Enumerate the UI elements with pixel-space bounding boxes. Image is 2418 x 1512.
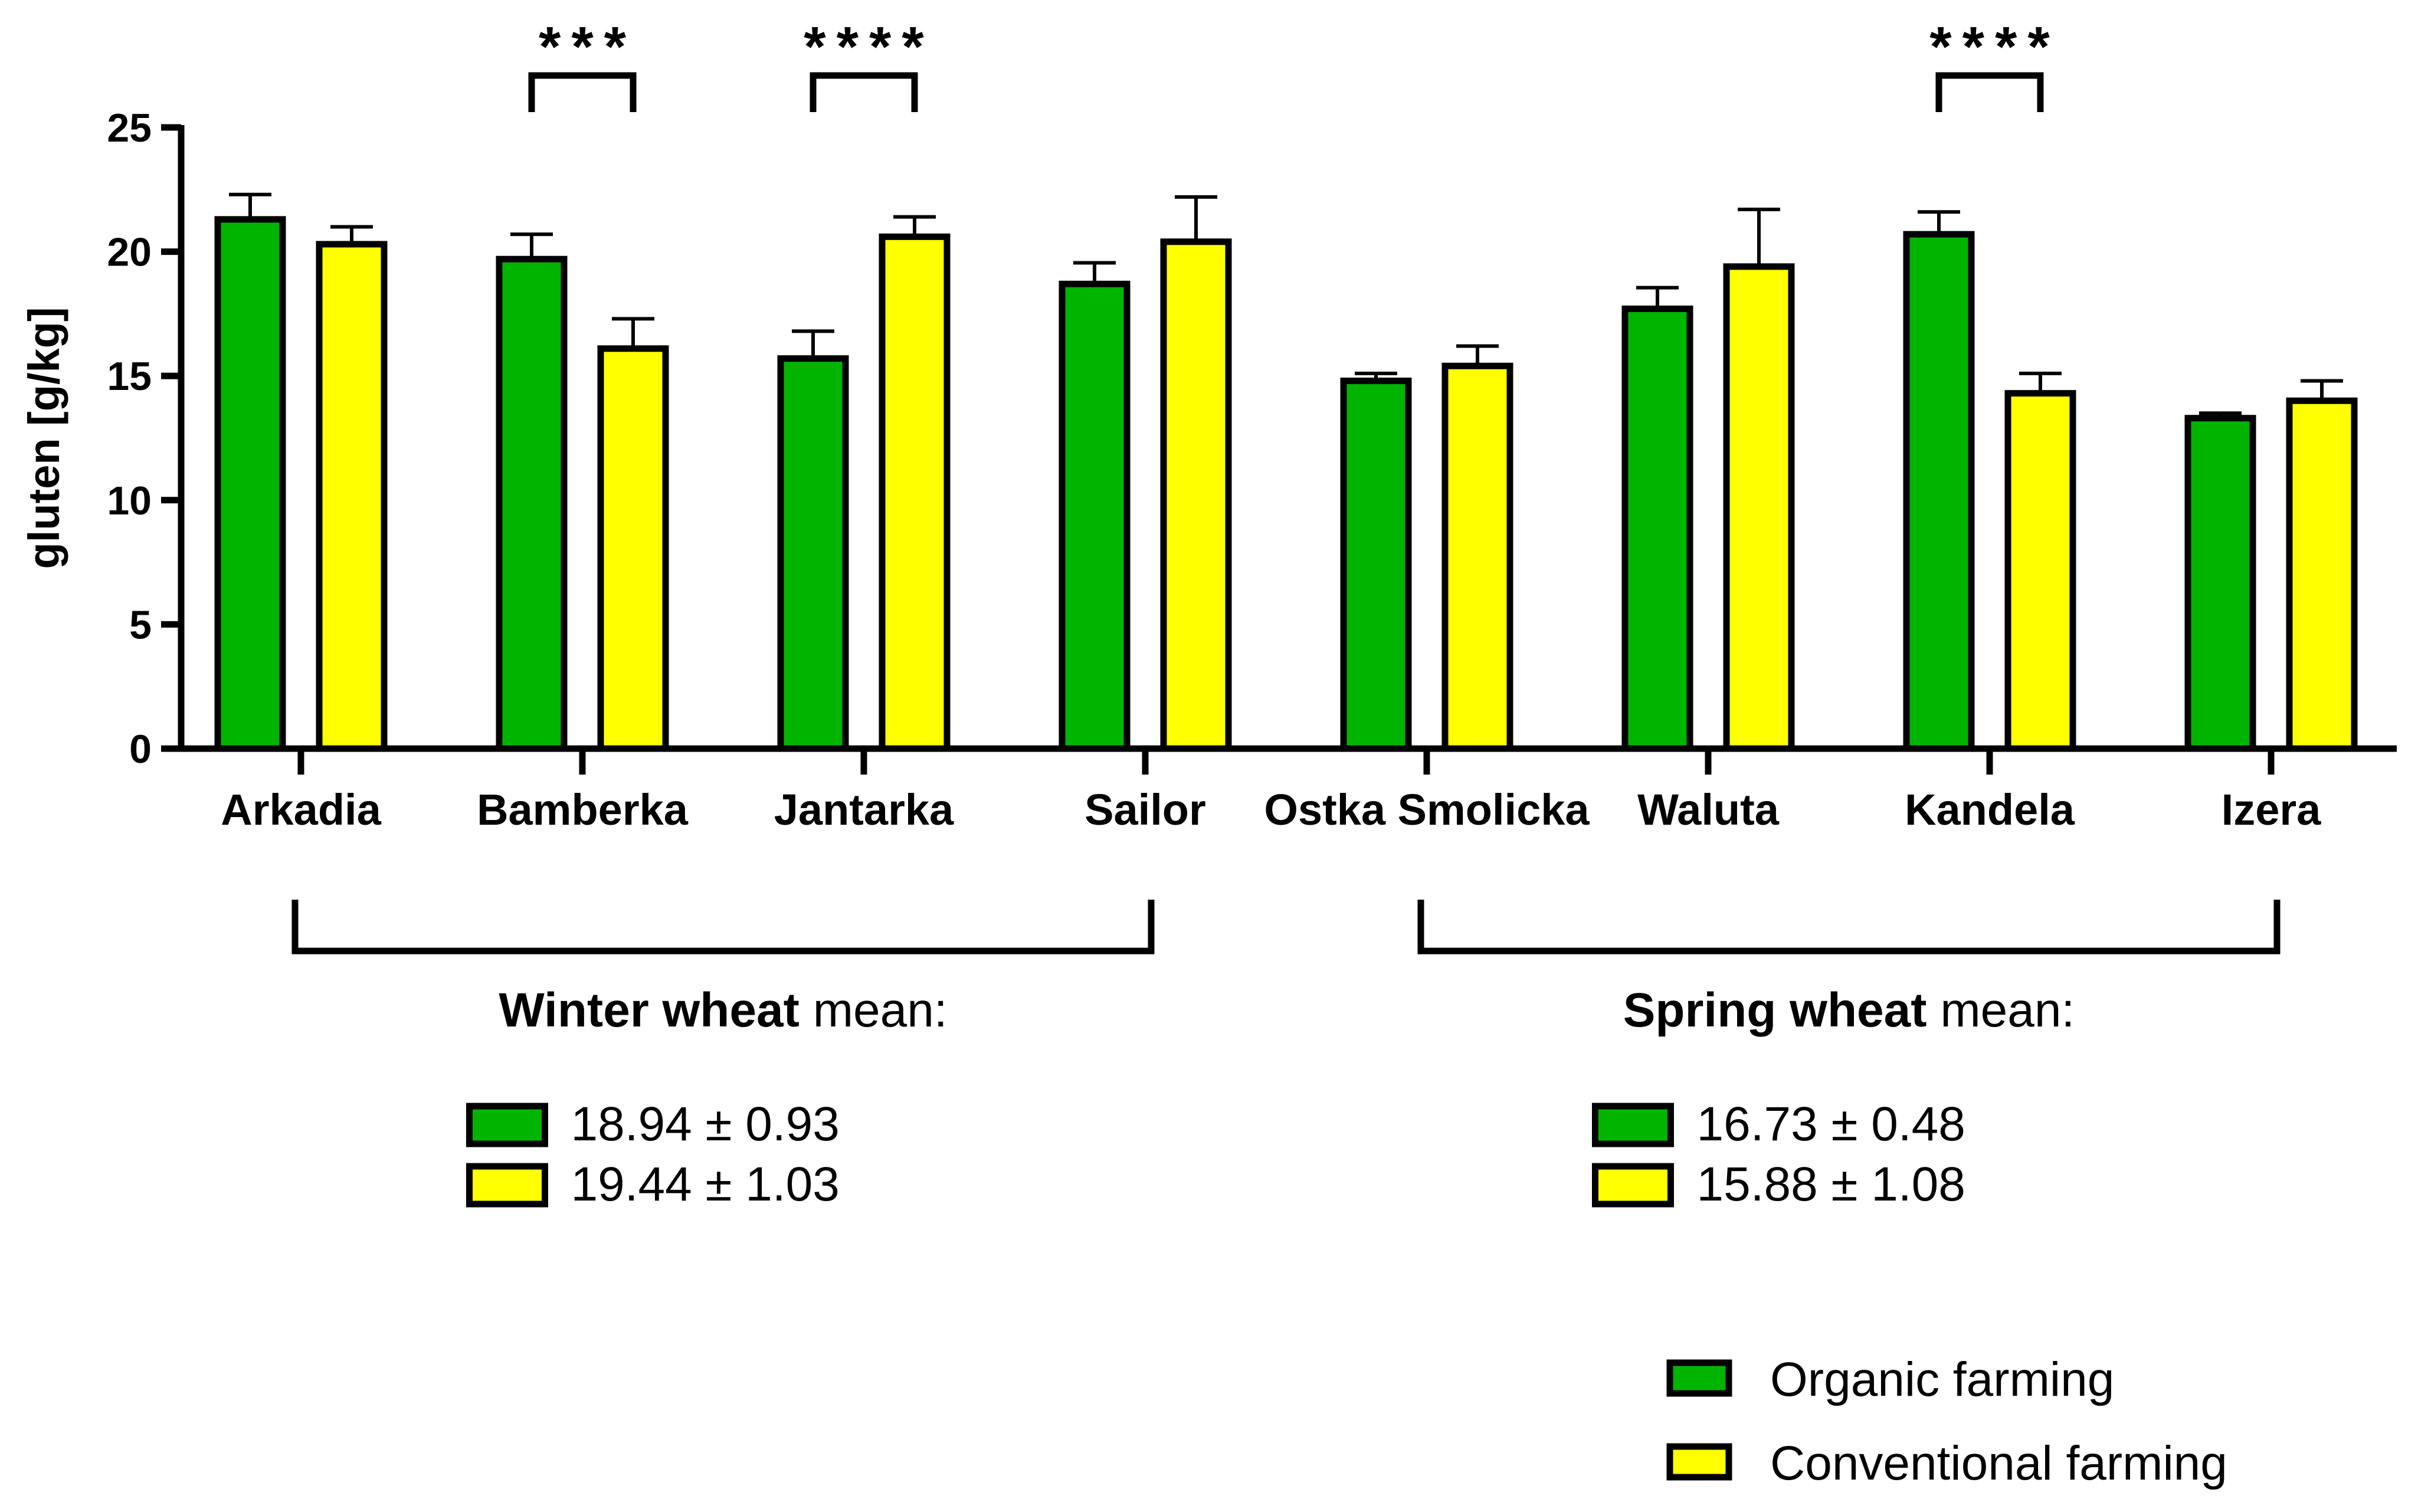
bar xyxy=(1441,362,1513,752)
x-tick-label: Bamberka xyxy=(477,785,689,834)
x-tick-label: Ostka Smolicka xyxy=(1264,785,1590,834)
mean-swatch xyxy=(466,1103,548,1147)
x-tick-label: Arkadia xyxy=(221,785,381,834)
significance-label: **** xyxy=(1929,15,2060,78)
legend-swatch xyxy=(1666,1443,1732,1481)
bar xyxy=(1059,280,1131,752)
y-tick-label: 0 xyxy=(129,727,152,772)
x-tick-label: Sailor xyxy=(1085,785,1206,834)
bar xyxy=(2004,390,2076,752)
significance-label: *** xyxy=(539,15,637,78)
mean-swatch xyxy=(1592,1163,1674,1208)
group-name: Winter wheat xyxy=(499,983,800,1037)
group-title-suffix: mean: xyxy=(1927,983,2075,1037)
significance-bracket xyxy=(810,72,918,112)
legend: Organic farming Conventional farming xyxy=(1666,1353,2227,1490)
bar xyxy=(214,216,286,752)
group-mean-value: 19.44 ± 1.03 xyxy=(571,1157,840,1211)
significance-bracket xyxy=(528,72,637,112)
mean-swatch xyxy=(1592,1103,1674,1147)
group-brackets: Winter wheat mean: 18.94 ± 0.93 19.44 ± 1.… xyxy=(291,900,2281,1211)
group-mean-value: 16.73 ± 0.48 xyxy=(1697,1097,1965,1151)
x-tick-label: Izera xyxy=(2222,785,2322,834)
legend-swatch xyxy=(1666,1359,1732,1397)
significance-label: **** xyxy=(804,15,934,78)
significance-markers: *** **** **** xyxy=(528,15,2060,112)
y-tick-label: 25 xyxy=(107,106,152,150)
bar xyxy=(597,345,669,752)
bar xyxy=(1340,378,1412,752)
group-title: Spring wheat mean: xyxy=(1623,983,2075,1037)
group-mean-value: 18.94 ± 0.93 xyxy=(571,1097,840,1151)
y-tick-label: 5 xyxy=(129,602,152,647)
bar xyxy=(2184,415,2256,752)
x-tick-label: Kandela xyxy=(1905,785,2075,834)
group-bracket xyxy=(1417,900,2281,955)
significance-bracket xyxy=(1935,72,2044,112)
bar xyxy=(1723,263,1795,752)
y-axis-title: gluten [g/kg] xyxy=(19,307,68,569)
group-mean-value: 15.88 ± 1.08 xyxy=(1697,1157,1965,1211)
bar xyxy=(496,255,568,752)
y-axis: 0 5 10 15 20 25 gluten [g/kg] xyxy=(19,106,185,772)
group-bracket xyxy=(291,900,1155,955)
bars xyxy=(214,192,2358,752)
bar xyxy=(1621,305,1693,752)
bar xyxy=(777,355,849,752)
bar xyxy=(1160,238,1232,752)
group-name: Spring wheat xyxy=(1623,983,1927,1037)
legend-label: Organic farming xyxy=(1770,1353,2114,1406)
x-tick-label: Jantarka xyxy=(774,785,954,834)
legend-label: Conventional farming xyxy=(1770,1436,2227,1490)
group-title: Winter wheat mean: xyxy=(499,983,947,1037)
group-title-suffix: mean: xyxy=(800,983,948,1037)
x-tick-label: Waluta xyxy=(1637,785,1780,834)
bar xyxy=(316,241,388,752)
y-tick-label: 10 xyxy=(107,478,152,523)
x-axis: Arkadia Bamberka Jantarka Sailor Ostka Smoli… xyxy=(178,745,2397,834)
bar xyxy=(1903,231,1975,752)
mean-swatch xyxy=(466,1163,548,1208)
y-tick-label: 15 xyxy=(107,354,152,399)
bar xyxy=(879,233,951,752)
y-tick-label: 20 xyxy=(107,230,152,275)
bar xyxy=(2286,397,2358,752)
